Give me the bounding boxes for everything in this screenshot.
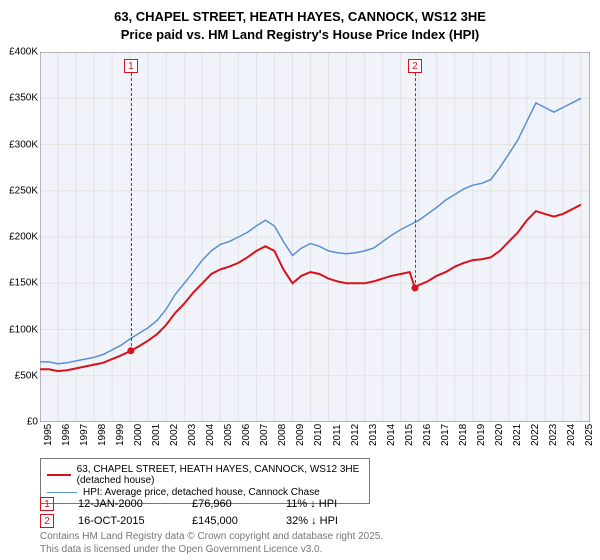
- legend-label: 63, CHAPEL STREET, HEATH HAYES, CANNOCK,…: [77, 464, 363, 486]
- callout-line-2: [415, 73, 416, 287]
- sale-date: 16-OCT-2015: [78, 515, 168, 527]
- x-axis: 1995 1996 1997 1998 1999 2000 2001 2002 2003 2004…: [40, 422, 590, 452]
- chart-title: 63, CHAPEL STREET, HEATH HAYES, CANNOCK,…: [0, 0, 600, 44]
- x-tick-label: 2011: [332, 424, 343, 446]
- x-tick-label: 2024: [566, 424, 577, 446]
- sale-row-2: 2 16-OCT-2015 £145,000 32% ↓ HPI: [40, 514, 338, 528]
- sale-date: 12-JAN-2000: [78, 498, 168, 510]
- x-tick-label: 2012: [350, 424, 361, 446]
- x-tick-label: 1996: [61, 424, 72, 446]
- sale-marker-icon: 2: [40, 514, 54, 528]
- x-tick-label: 1997: [79, 424, 90, 446]
- callout-box-2: 2: [408, 59, 422, 73]
- x-tick-label: 2023: [548, 424, 559, 446]
- x-tick-label: 2001: [151, 424, 162, 446]
- x-tick-label: 2020: [494, 424, 505, 446]
- y-tick-label: £300K: [9, 139, 38, 150]
- y-tick-label: £150K: [9, 278, 38, 289]
- legend-item: 63, CHAPEL STREET, HEATH HAYES, CANNOCK,…: [47, 464, 363, 486]
- y-tick-label: £400K: [9, 47, 38, 58]
- x-tick-label: 1998: [97, 424, 108, 446]
- x-tick-label: 2005: [223, 424, 234, 446]
- sale-records: 1 12-JAN-2000 £76,960 11% ↓ HPI 2 16-OCT-2015…: [40, 494, 338, 531]
- x-tick-label: 2021: [512, 424, 523, 446]
- x-tick-label: 2009: [295, 424, 306, 446]
- x-tick-label: 2002: [169, 424, 180, 446]
- footer-attribution: Contains HM Land Registry data © Crown c…: [40, 530, 383, 556]
- y-tick-label: £250K: [9, 185, 38, 196]
- chart-svg: [40, 52, 590, 422]
- legend-swatch: [47, 474, 71, 476]
- y-axis: £0£50K£100K£150K£200K£250K£300K£350K£400…: [0, 52, 40, 422]
- x-tick-label: 1995: [43, 424, 54, 446]
- x-tick-label: 2019: [476, 424, 487, 446]
- x-tick-label: 2007: [259, 424, 270, 446]
- sale-row-1: 1 12-JAN-2000 £76,960 11% ↓ HPI: [40, 497, 338, 511]
- x-tick-label: 1999: [115, 424, 126, 446]
- x-tick-label: 2017: [440, 424, 451, 446]
- title-line-1: 63, CHAPEL STREET, HEATH HAYES, CANNOCK,…: [0, 8, 600, 26]
- x-tick-label: 2022: [530, 424, 541, 446]
- sale-marker-icon: 1: [40, 497, 54, 511]
- footer-line-2: This data is licensed under the Open Gov…: [40, 543, 383, 556]
- x-tick-label: 2013: [368, 424, 379, 446]
- x-tick-label: 2003: [187, 424, 198, 446]
- x-tick-label: 2004: [205, 424, 216, 446]
- y-tick-label: £0: [27, 417, 38, 428]
- y-tick-label: £200K: [9, 232, 38, 243]
- x-tick-label: 2014: [386, 424, 397, 446]
- sale-delta: 32% ↓ HPI: [286, 515, 338, 527]
- sale-delta: 11% ↓ HPI: [286, 498, 337, 510]
- chart-plot-area: 12: [40, 52, 590, 422]
- footer-line-1: Contains HM Land Registry data © Crown c…: [40, 530, 383, 543]
- x-tick-label: 2008: [277, 424, 288, 446]
- callout-line-1: [131, 73, 132, 350]
- sale-price: £76,960: [192, 498, 262, 510]
- title-line-2: Price paid vs. HM Land Registry's House …: [0, 26, 600, 44]
- callout-box-1: 1: [124, 59, 138, 73]
- x-tick-label: 2015: [404, 424, 415, 446]
- x-tick-label: 2006: [241, 424, 252, 446]
- legend-swatch: [47, 492, 77, 493]
- x-tick-label: 2000: [133, 424, 144, 446]
- y-tick-label: £100K: [9, 324, 38, 335]
- x-tick-label: 2016: [422, 424, 433, 446]
- x-tick-label: 2025: [584, 424, 595, 446]
- y-tick-label: £50K: [15, 370, 38, 381]
- x-tick-label: 2010: [313, 424, 324, 446]
- y-tick-label: £350K: [9, 93, 38, 104]
- x-tick-label: 2018: [458, 424, 469, 446]
- sale-price: £145,000: [192, 515, 262, 527]
